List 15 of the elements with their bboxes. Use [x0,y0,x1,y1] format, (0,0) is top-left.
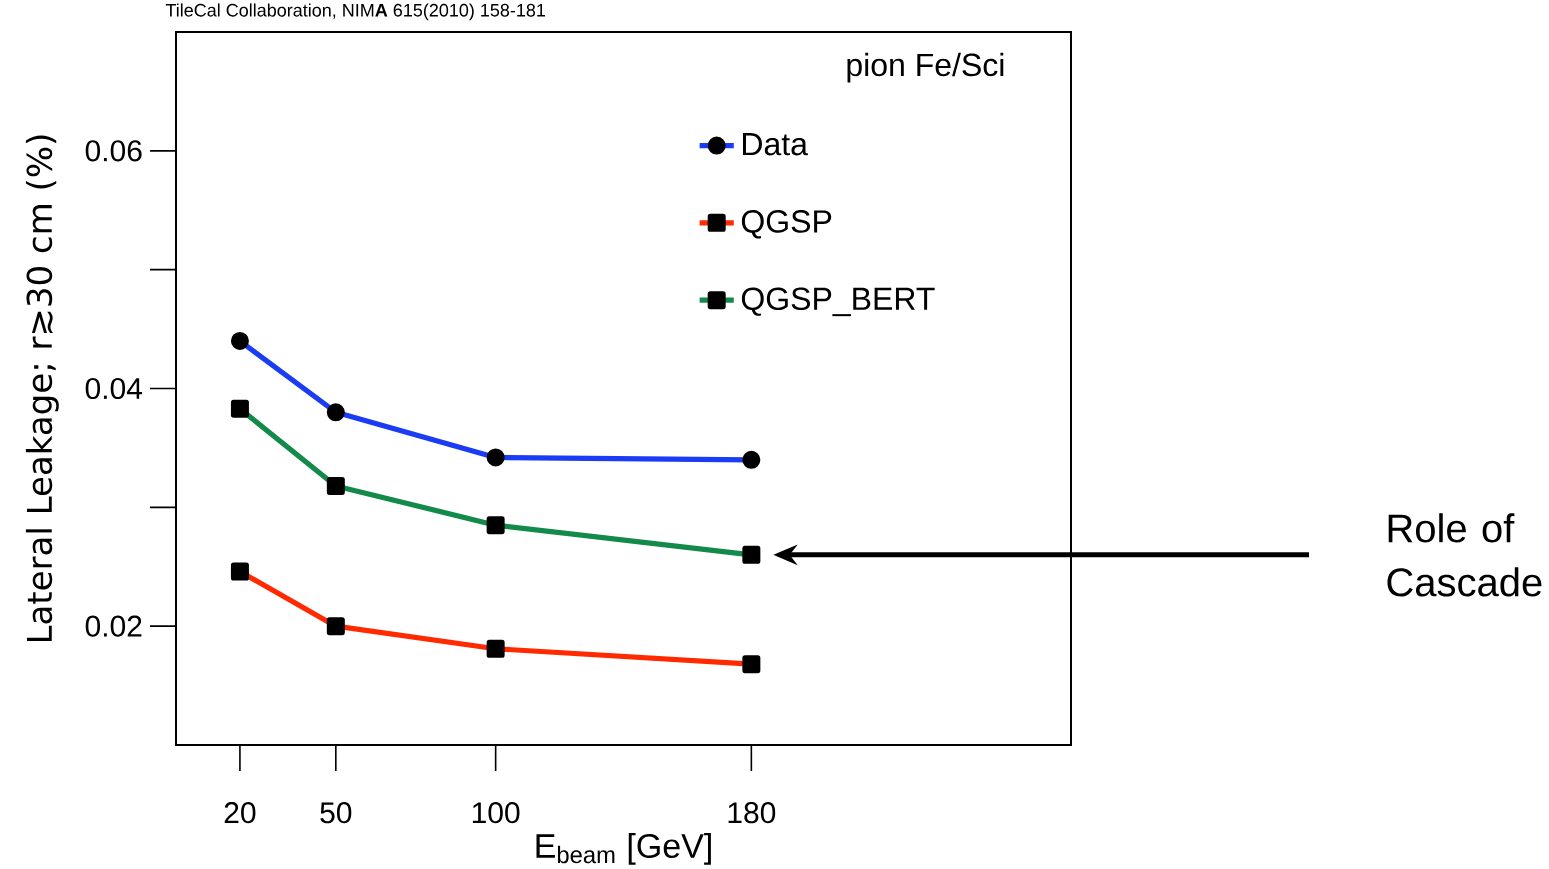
text: TileCal Collaboration, NIMA 615(2010) 158-181 [165,3,545,21]
y-tick-label: 0.02 [85,615,142,637]
x-axis-title: E$_{beam}$ [GeV] [536,833,711,865]
y-axis-title: Lateral Leakage; r≳30 cm (%) [25,135,59,642]
x-tick-label: 180 [728,802,776,824]
y-tick-label: 0.04 [85,377,143,400]
legend-title: pion Fe/Sci [847,52,1004,83]
legend-label: QGSP [741,210,832,239]
legend-label: Data [743,133,808,156]
x-tick-label: 50 [320,802,352,824]
text: Role of Cascade [1387,513,1542,597]
x-tick-label: 100 [472,802,520,824]
y-tick-label: 0.06 [85,140,142,162]
x-tick-label: 20 [224,802,256,824]
legend-label: QGSP_BERT [741,287,935,317]
